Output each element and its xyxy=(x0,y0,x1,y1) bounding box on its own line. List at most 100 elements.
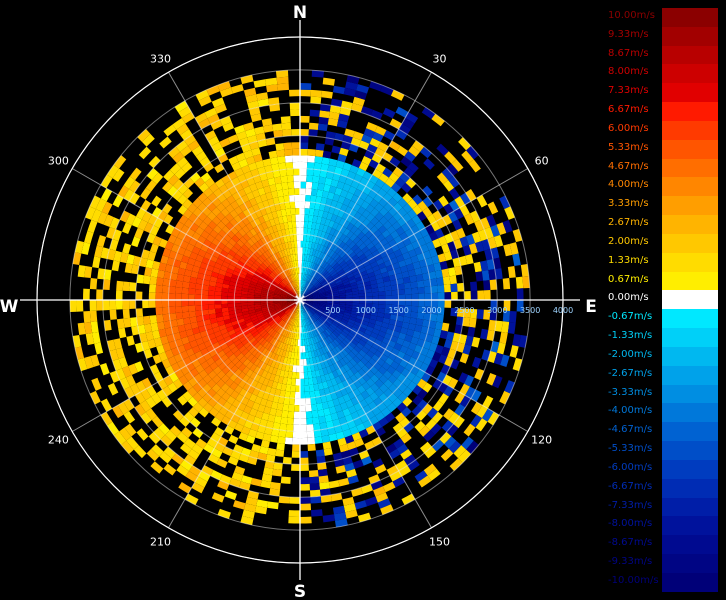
colorbar-swatch xyxy=(662,422,718,442)
velocity-cell xyxy=(269,255,275,263)
velocity-cell xyxy=(247,323,255,330)
velocity-cell xyxy=(304,312,308,319)
velocity-cell xyxy=(241,287,249,292)
velocity-cell xyxy=(291,464,300,471)
velocity-cell xyxy=(297,286,300,294)
velocity-cell xyxy=(310,403,318,412)
velocity-cell xyxy=(467,326,476,337)
velocity-cell xyxy=(358,140,370,150)
velocity-cell xyxy=(262,252,270,260)
velocity-cell xyxy=(286,309,292,316)
velocity-cell xyxy=(350,217,358,226)
velocity-cell xyxy=(140,412,152,425)
velocity-cell xyxy=(305,294,313,298)
velocity-cell xyxy=(280,175,288,184)
velocity-cell xyxy=(443,284,452,293)
velocity-cell xyxy=(242,281,250,287)
velocity-cell xyxy=(319,422,328,430)
velocity-cell xyxy=(72,252,82,266)
velocity-cell xyxy=(184,371,194,382)
velocity-cell xyxy=(262,378,270,386)
velocity-cell xyxy=(317,318,324,325)
velocity-cell xyxy=(346,248,354,257)
velocity-cell xyxy=(463,308,471,318)
velocity-cell xyxy=(285,337,290,345)
velocity-cell xyxy=(312,235,318,243)
velocity-cell xyxy=(77,357,88,372)
velocity-cell xyxy=(366,339,375,347)
velocity-cell xyxy=(270,345,277,353)
velocity-cell xyxy=(218,324,227,331)
velocity-cell xyxy=(328,206,336,215)
velocity-cell xyxy=(198,118,211,130)
velocity-cell xyxy=(392,202,403,213)
colorbar-label: 5.33m/s xyxy=(608,141,649,153)
velocity-cell xyxy=(321,238,327,246)
velocity-cell xyxy=(225,204,235,214)
velocity-cell xyxy=(273,462,283,471)
velocity-cell xyxy=(283,142,293,150)
velocity-cell xyxy=(300,359,304,366)
velocity-cell xyxy=(504,380,515,394)
velocity-cell xyxy=(269,157,279,165)
velocity-cell xyxy=(334,166,343,175)
velocity-cell xyxy=(487,237,497,249)
velocity-cell xyxy=(345,307,352,311)
velocity-cell xyxy=(371,237,380,246)
velocity-cell xyxy=(419,146,432,159)
velocity-cell xyxy=(282,456,292,465)
velocity-cell xyxy=(227,456,239,466)
velocity-cell xyxy=(335,201,343,210)
velocity-cell xyxy=(287,241,292,249)
velocity-cell xyxy=(254,288,262,292)
velocity-cell xyxy=(300,385,305,393)
velocity-cell xyxy=(342,265,350,272)
range-ring-label: 3500 xyxy=(520,306,540,315)
velocity-cell xyxy=(435,269,443,279)
velocity-cell xyxy=(282,357,288,365)
velocity-cell xyxy=(407,269,416,277)
colorbar-row: 6.00m/s xyxy=(606,120,718,140)
velocity-cell xyxy=(245,128,256,138)
velocity-cell xyxy=(197,272,205,280)
velocity-cell xyxy=(256,499,269,508)
velocity-cell xyxy=(155,307,163,316)
velocity-cell xyxy=(192,382,203,393)
velocity-cell xyxy=(183,275,191,283)
velocity-cell xyxy=(91,377,102,391)
velocity-cell xyxy=(124,263,133,274)
velocity-cell xyxy=(255,160,265,169)
velocity-cell xyxy=(310,307,316,313)
velocity-cell xyxy=(253,225,261,234)
velocity-cell xyxy=(188,465,202,477)
velocity-cell xyxy=(488,319,497,331)
velocity-cell xyxy=(439,260,448,270)
velocity-cell xyxy=(264,349,271,357)
velocity-cell xyxy=(317,468,328,477)
velocity-cell xyxy=(195,337,204,346)
velocity-cell xyxy=(306,338,310,346)
velocity-cell xyxy=(279,369,285,378)
velocity-cell xyxy=(360,270,368,277)
bearing-spoke xyxy=(168,299,301,529)
velocity-cell xyxy=(311,278,317,285)
velocity-cell xyxy=(373,193,383,203)
velocity-cell xyxy=(212,341,221,350)
velocity-cell xyxy=(276,189,284,198)
velocity-cell xyxy=(211,417,222,427)
velocity-cell xyxy=(385,344,394,353)
velocity-cell xyxy=(283,256,288,264)
velocity-cell xyxy=(331,289,339,294)
velocity-cell xyxy=(168,340,178,350)
velocity-cell xyxy=(201,257,210,265)
velocity-cell xyxy=(383,211,393,221)
velocity-cell xyxy=(288,404,295,412)
velocity-cell xyxy=(332,237,340,245)
velocity-cell xyxy=(304,325,307,333)
velocity-cell xyxy=(240,302,248,307)
velocity-cell xyxy=(237,417,247,427)
velocity-cell xyxy=(262,392,270,401)
velocity-cell xyxy=(321,331,328,339)
velocity-cell xyxy=(294,325,298,333)
velocity-cell xyxy=(212,326,221,333)
